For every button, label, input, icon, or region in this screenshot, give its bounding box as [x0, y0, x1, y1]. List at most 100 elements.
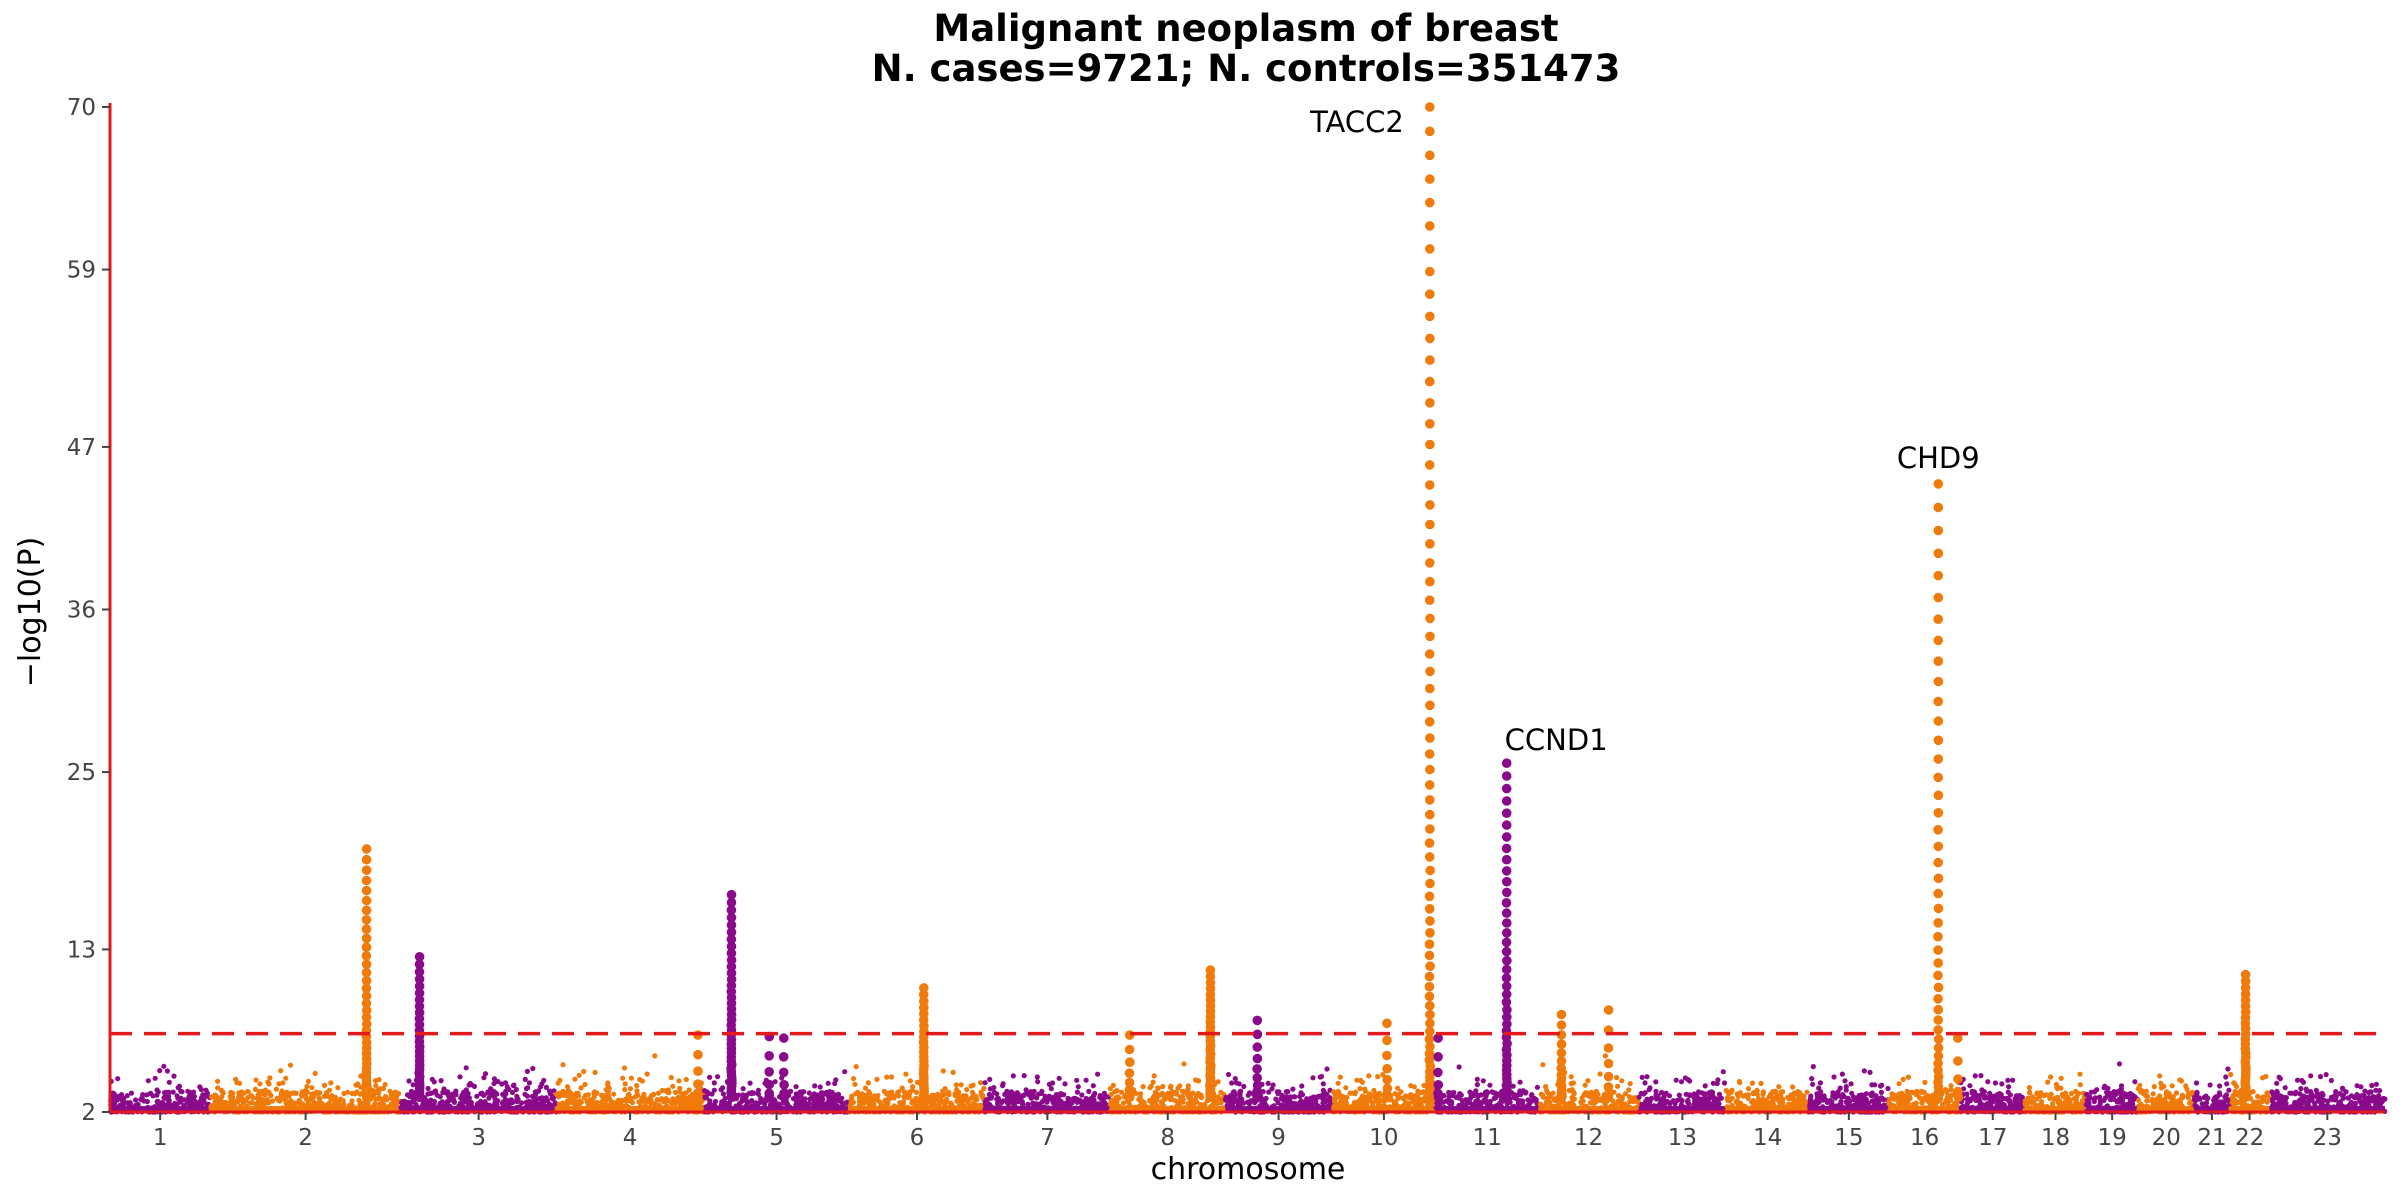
data-point [1320, 1081, 1326, 1087]
chromosome-17-points [1958, 1073, 2027, 1115]
data-point [1335, 1091, 1341, 1097]
data-point [621, 1065, 628, 1071]
data-point [862, 1085, 869, 1091]
data-point [1347, 1090, 1353, 1096]
data-point [572, 1076, 578, 1082]
data-point [707, 1098, 713, 1104]
data-point [1074, 1077, 1080, 1083]
data-point [838, 1099, 844, 1105]
data-point [321, 1082, 328, 1088]
data-point [1847, 1098, 1853, 1104]
data-point [466, 1096, 472, 1102]
data-point [513, 1086, 519, 1093]
data-point [560, 1092, 566, 1098]
chromosome-11-points [1433, 1064, 1541, 1115]
data-point [940, 1068, 946, 1074]
data-point [683, 1076, 689, 1083]
data-point [619, 1097, 625, 1103]
data-point [1869, 1098, 1875, 1104]
data-point [1921, 1095, 1928, 1101]
data-point [891, 1095, 897, 1101]
data-point [1175, 1099, 1181, 1105]
data-point [352, 1091, 358, 1097]
data-point [1474, 1092, 1480, 1098]
data-point [439, 1101, 445, 1108]
data-point [303, 1096, 309, 1102]
data-point [152, 1075, 158, 1081]
data-point [1026, 1092, 1032, 1098]
data-point [1638, 1090, 1644, 1096]
data-point [551, 1088, 557, 1094]
data-point [1810, 1081, 1816, 1087]
data-point [1160, 1083, 1166, 1090]
chromosome-13-points [1636, 1069, 1728, 1115]
data-point [154, 1087, 160, 1093]
data-point [308, 1095, 314, 1101]
data-point [335, 1085, 341, 1091]
data-point [233, 1076, 239, 1082]
data-point [884, 1091, 890, 1097]
data-point [1375, 1094, 1381, 1100]
data-point [852, 1081, 858, 1087]
data-point [1716, 1091, 1723, 1097]
data-point [1053, 1099, 1059, 1105]
data-point [1707, 1101, 1713, 1107]
data-point [1809, 1076, 1815, 1082]
data-point [1877, 1083, 1884, 1089]
data-point [1534, 1084, 1540, 1090]
data-point [1587, 1100, 1594, 1106]
data-point [171, 1073, 177, 1079]
data-point [1335, 1080, 1341, 1086]
data-point [1851, 1097, 1857, 1103]
data-point [971, 1102, 977, 1108]
data-point [1292, 1094, 1298, 1100]
data-point [181, 1097, 188, 1103]
data-point [317, 1090, 323, 1096]
data-point [1967, 1083, 1973, 1089]
data-point [850, 1076, 857, 1082]
data-point [1682, 1075, 1688, 1081]
data-point [1310, 1075, 1316, 1081]
data-point [509, 1099, 516, 1105]
data-point [1720, 1069, 1726, 1075]
data-point [1138, 1091, 1144, 1097]
data-point [663, 1098, 669, 1104]
data-point [1179, 1094, 1185, 1100]
data-point [999, 1099, 1005, 1106]
data-point [383, 1093, 389, 1100]
data-point [1398, 1089, 1404, 1095]
data-point [283, 1101, 289, 1107]
data-point [901, 1098, 907, 1105]
data-point [567, 1096, 574, 1102]
data-point [1367, 1097, 1373, 1103]
data-point [628, 1075, 635, 1081]
data-point [429, 1090, 435, 1096]
data-point [1812, 1099, 1818, 1105]
data-point [212, 1092, 218, 1098]
data-point [913, 1089, 920, 1095]
data-point [133, 1097, 139, 1103]
data-point [317, 1096, 323, 1102]
data-point [1550, 1090, 1556, 1096]
data-point [1418, 1100, 1424, 1107]
baseline-band [703, 1106, 850, 1112]
data-point [1678, 1079, 1685, 1085]
data-point [1069, 1100, 1075, 1106]
data-point [620, 1075, 626, 1081]
data-point [1048, 1096, 1055, 1102]
data-point [236, 1080, 243, 1086]
data-point [118, 1092, 125, 1098]
data-point [273, 1086, 279, 1092]
data-point [178, 1088, 184, 1094]
data-point [1686, 1101, 1692, 1107]
data-point [707, 1074, 713, 1080]
data-point [627, 1098, 633, 1104]
data-point [488, 1090, 494, 1096]
data-point [1114, 1095, 1120, 1101]
data-point [245, 1089, 251, 1095]
data-point [1528, 1098, 1534, 1104]
data-point [758, 1095, 764, 1102]
data-point [405, 1099, 411, 1106]
data-point [797, 1101, 803, 1107]
